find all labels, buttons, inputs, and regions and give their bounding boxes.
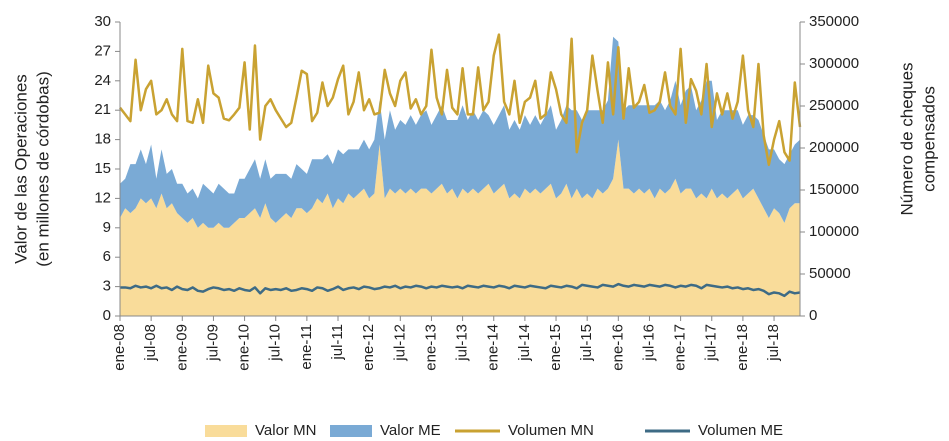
- y-tick-label: 9: [103, 219, 111, 236]
- x-tick-label: jul-12: [391, 324, 408, 362]
- legend-label: Valor ME: [380, 422, 441, 439]
- x-tick-label: ene-12: [360, 324, 377, 371]
- line: [119, 33, 802, 167]
- y-tick-label: 18: [94, 131, 111, 148]
- y-axis-title: Valor de las Operaciones: [11, 74, 30, 264]
- y-tick-label: 0: [103, 307, 111, 324]
- x-tick-label: ene-16: [609, 324, 626, 371]
- x-tick-label: ene-08: [111, 324, 128, 371]
- x-tick-label: jul-11: [329, 324, 346, 361]
- x-tick-label: jul-15: [578, 324, 595, 362]
- x-tick-label: ene-11: [298, 324, 315, 370]
- x-tick-label: jul-18: [765, 324, 782, 362]
- legend-label: Volumen MN: [508, 422, 594, 439]
- legend-swatch: [330, 425, 372, 437]
- y-tick-label: 15: [94, 160, 111, 177]
- x-tick-label: ene-18: [734, 324, 751, 371]
- y2-tick-label: 200000: [809, 139, 859, 156]
- x-tick-label: ene-17: [672, 324, 689, 371]
- x-tick-label: jul-09: [204, 324, 221, 362]
- area: [120, 139, 800, 316]
- legend-label: Valor MN: [255, 422, 316, 439]
- x-tick-label: ene-15: [547, 324, 564, 371]
- line: [120, 282, 801, 298]
- y-tick-label: 6: [103, 248, 111, 265]
- y2-tick-label: 150000: [809, 181, 859, 198]
- x-tick-label: jul-13: [454, 324, 471, 362]
- y2-tick-label: 300000: [809, 55, 859, 72]
- y-tick-label: 30: [94, 13, 111, 30]
- x-tick-label: jul-10: [267, 324, 284, 362]
- y2-axis-title: Número de cheques: [897, 62, 916, 215]
- y2-tick-label: 0: [809, 307, 817, 324]
- y-axis-title: (en millones de córdobas): [33, 71, 52, 267]
- y2-tick-label: 250000: [809, 97, 859, 114]
- legend-swatch: [205, 425, 247, 437]
- y-tick-label: 3: [103, 278, 111, 295]
- x-tick-label: jul-17: [703, 324, 720, 362]
- y2-axis-title: compensados: [919, 86, 938, 192]
- y-tick-label: 27: [94, 42, 111, 59]
- x-tick-label: jul-16: [640, 324, 657, 362]
- y-tick-label: 12: [94, 189, 111, 206]
- x-tick-label: jul-14: [516, 324, 533, 362]
- x-tick-label: jul-08: [142, 324, 159, 362]
- y2-tick-label: 350000: [809, 13, 859, 30]
- legend-label: Volumen ME: [698, 422, 783, 439]
- y2-tick-label: 100000: [809, 223, 859, 240]
- y2-tick-label: 50000: [809, 265, 851, 282]
- x-tick-label: ene-13: [422, 324, 439, 371]
- y-tick-label: 24: [94, 72, 111, 89]
- x-tick-label: ene-14: [485, 324, 502, 371]
- area: [120, 36, 800, 228]
- x-tick-label: ene-10: [236, 324, 253, 371]
- x-tick-label: ene-09: [173, 324, 190, 371]
- y-tick-label: 21: [94, 101, 111, 118]
